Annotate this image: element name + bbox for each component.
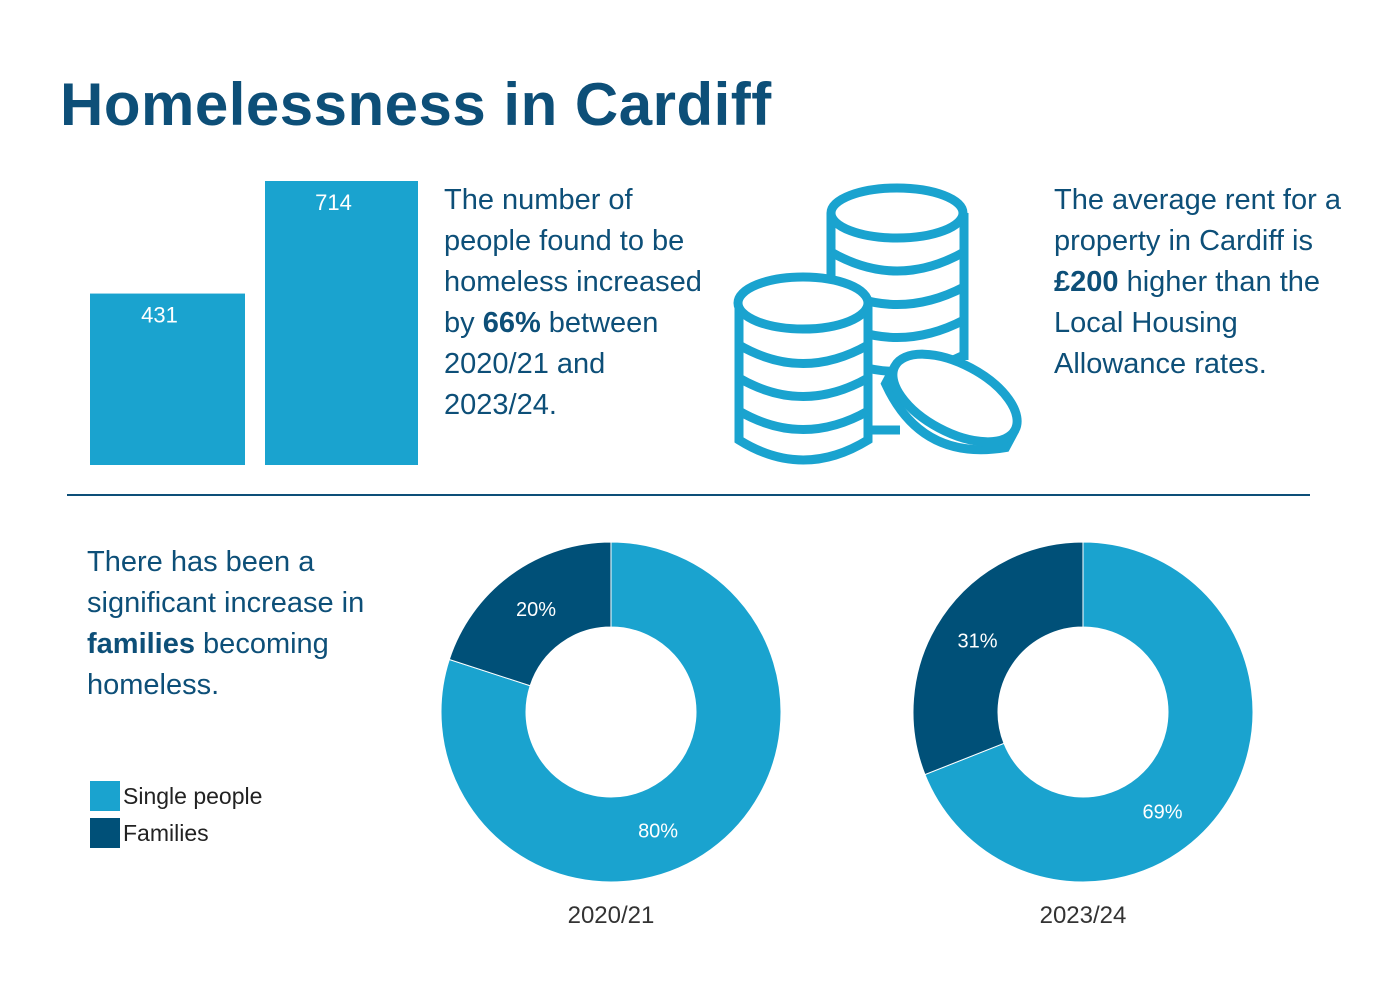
families-text: There has been a significant increase in… — [87, 542, 417, 706]
text: becoming homeless. — [87, 628, 329, 701]
text: The average rent for a property in Cardi… — [1054, 184, 1341, 257]
text: higher than the Local Housing Allowance … — [1054, 266, 1321, 380]
divider — [67, 494, 1310, 496]
bar — [265, 181, 418, 465]
legend-item-single: Single people — [90, 781, 262, 811]
donut-percent-label: 31% — [958, 630, 998, 652]
highlight: £200 — [1054, 266, 1119, 298]
legend-swatch — [90, 818, 120, 848]
legend-label: Single people — [123, 782, 263, 809]
highlight: 66% — [482, 307, 541, 339]
bar-value-label: 714 — [315, 190, 352, 215]
text: There has been a significant increase in — [87, 546, 365, 619]
donut-percent-label: 69% — [1143, 802, 1183, 824]
legend-item-families: Families — [90, 818, 209, 848]
donut-year-label: 2023/24 — [1039, 902, 1127, 929]
donut-percent-label: 20% — [516, 599, 556, 621]
page-title: Homelessness in Cardiff — [60, 71, 772, 138]
text: between 2020/21 and 2023/24. — [444, 307, 659, 421]
stacked-coins-icon — [733, 183, 1022, 465]
rent-text: The average rent for a property in Cardi… — [1054, 180, 1354, 385]
bar — [90, 293, 245, 465]
donut-slice-single — [440, 541, 782, 883]
bar-chart: 431 714 — [90, 181, 418, 465]
bar-value-label: 431 — [141, 303, 178, 328]
donut-year-label: 2020/21 — [567, 902, 655, 929]
donut-slice-families — [448, 541, 612, 687]
legend-label: Families — [123, 819, 209, 846]
donut-percent-label: 80% — [638, 820, 678, 842]
donut-slice-single — [924, 541, 1254, 883]
highlight: families — [87, 628, 195, 660]
text: The number of people found to be homeles… — [444, 184, 702, 339]
legend-swatch — [90, 781, 120, 811]
donut-slice-families — [912, 541, 1084, 776]
homeless-increase-text: The number of people found to be homeles… — [444, 180, 714, 426]
